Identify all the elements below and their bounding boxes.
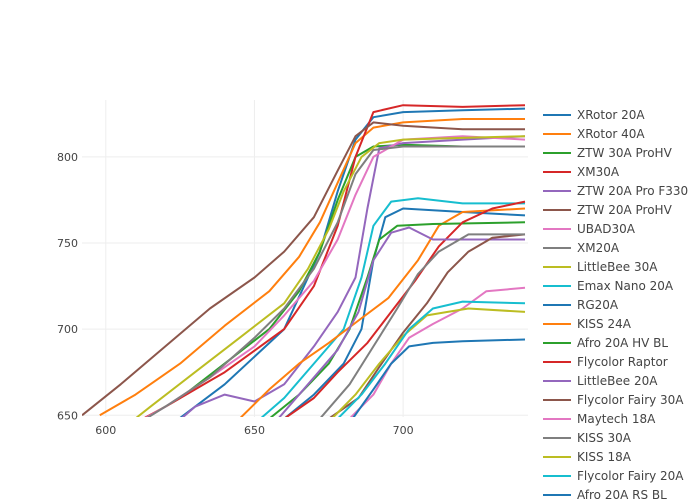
legend-item-flycolor-fairy-30a[interactable]: Flycolor Fairy 30A: [543, 393, 684, 407]
x-tick-label: 650: [244, 424, 265, 437]
legend-label: KISS 24A: [577, 317, 632, 331]
series-line-flycolor-raptor: [284, 200, 526, 417]
legend-item-ubad30a[interactable]: UBAD30A: [543, 222, 636, 236]
legend-label: KISS 30A: [577, 431, 632, 445]
legend-item-xm30a[interactable]: XM30A: [543, 165, 620, 179]
series-line-maytech-18a: [349, 286, 526, 417]
legend-label: ZTW 30A ProHV: [577, 146, 673, 160]
legend-item-maytech-18a[interactable]: Maytech 18A: [543, 412, 656, 426]
legend-item-littlebee-20a[interactable]: LittleBee 20A: [543, 374, 658, 388]
legend-item-littlebee-30a[interactable]: LittleBee 30A: [543, 260, 658, 274]
legend-item-ztw-20a-prohv[interactable]: ZTW 20A ProHV: [543, 203, 673, 217]
x-tick-label: 600: [95, 424, 116, 437]
legend-item-kiss-18a[interactable]: KISS 18A: [543, 450, 632, 464]
legend-item-afro-20a-hv-bl[interactable]: Afro 20A HV BL: [543, 336, 668, 350]
legend-label: UBAD30A: [577, 222, 636, 236]
legend-item-xm20a[interactable]: XM20A: [543, 241, 620, 255]
legend-label: ZTW 20A Pro F330: [577, 184, 688, 198]
y-tick-label: 800: [57, 151, 78, 164]
legend-item-xrotor-20a[interactable]: XRotor 20A: [543, 108, 645, 122]
series-line-emax-nano-20a: [260, 197, 525, 417]
legend-label: RG20A: [577, 298, 619, 312]
series-line-flycolor-fairy-20a: [337, 300, 526, 417]
legend-label: LittleBee 20A: [577, 374, 658, 388]
legend-label: ZTW 20A ProHV: [577, 203, 673, 217]
legend-item-kiss-24a[interactable]: KISS 24A: [543, 317, 632, 331]
legend-label: Flycolor Fairy 30A: [577, 393, 684, 407]
series-line-afro-20a-rs-bl: [352, 338, 526, 417]
legend-item-ztw-30a-prohv[interactable]: ZTW 30A ProHV: [543, 146, 673, 160]
legend-item-rg20a[interactable]: RG20A: [543, 298, 619, 312]
legend-label: XRotor 40A: [577, 127, 645, 141]
legend-item-afro-20a-rs-bl[interactable]: Afro 20A RS BL: [543, 488, 667, 500]
series-line-kiss-24a: [239, 207, 526, 417]
series-line-ztw-20a-pro-f330: [181, 135, 526, 417]
legend[interactable]: XRotor 20A XRotor 40A ZTW 30A ProHV XM30A ZT…: [543, 108, 688, 500]
legend-label: Afro 20A HV BL: [577, 336, 668, 350]
series-line-xm30a: [144, 104, 526, 417]
y-tick-label: 700: [57, 323, 78, 336]
x-tick-label: 700: [393, 424, 414, 437]
legend-item-flycolor-raptor[interactable]: Flycolor Raptor: [543, 355, 668, 369]
legend-item-xrotor-40a[interactable]: XRotor 40A: [543, 127, 645, 141]
series-layer: [82, 104, 526, 417]
y-tick-label: 750: [57, 237, 78, 250]
legend-item-flycolor-fairy-20a[interactable]: Flycolor Fairy 20A: [543, 469, 684, 483]
legend-label: Afro 20A RS BL: [577, 488, 667, 500]
series-line-ztw-20a-prohv: [82, 121, 525, 417]
legend-label: XRotor 20A: [577, 108, 645, 122]
series-line-xm20a: [146, 145, 525, 417]
series-line-xrotor-20a: [179, 107, 526, 417]
series-line-littlebee-20a: [278, 226, 525, 417]
legend-label: Emax Nano 20A: [577, 279, 674, 293]
series-line-littlebee-30a: [135, 135, 526, 417]
legend-item-kiss-30a[interactable]: KISS 30A: [543, 431, 632, 445]
series-line-flycolor-fairy-30a: [329, 233, 526, 417]
legend-label: XM20A: [577, 241, 620, 255]
legend-label: Flycolor Raptor: [577, 355, 668, 369]
legend-item-ztw-20a-pro-f330[interactable]: ZTW 20A Pro F330: [543, 184, 688, 198]
legend-label: LittleBee 30A: [577, 260, 658, 274]
series-line-kiss-18a: [332, 307, 526, 417]
series-line-ztw-30a-prohv: [145, 143, 525, 417]
legend-label: XM30A: [577, 165, 620, 179]
axes: 600 650 700 650 700 750 800: [57, 151, 414, 437]
series-line-kiss-30a: [320, 233, 525, 417]
legend-label: Flycolor Fairy 20A: [577, 469, 684, 483]
series-line-xrotor-40a: [99, 118, 525, 417]
y-tick-label: 650: [57, 409, 78, 422]
legend-label: Maytech 18A: [577, 412, 656, 426]
legend-item-emax-nano-20a[interactable]: Emax Nano 20A: [543, 279, 674, 293]
legend-label: KISS 18A: [577, 450, 632, 464]
